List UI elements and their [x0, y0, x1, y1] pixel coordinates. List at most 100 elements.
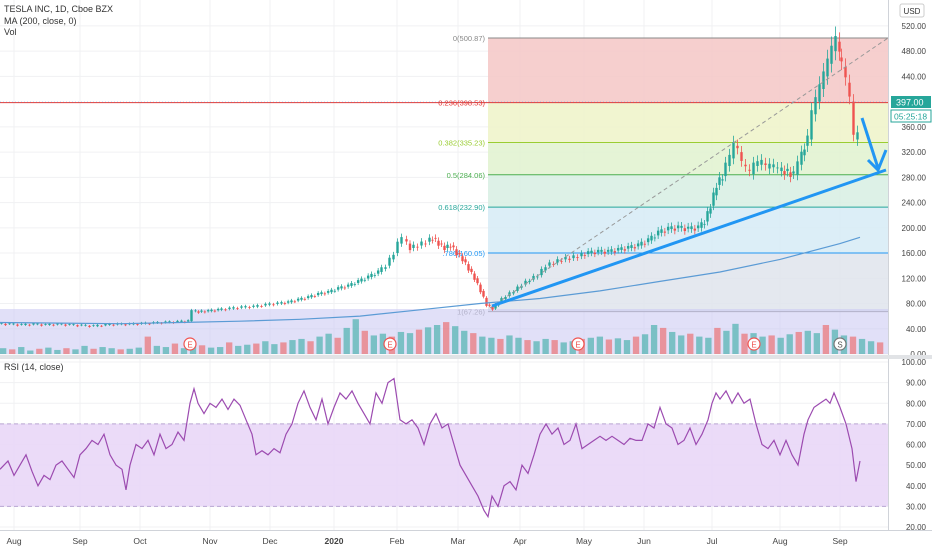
candle-body: [440, 243, 443, 245]
candle-body: [194, 310, 197, 312]
candle-body: [276, 302, 279, 304]
rsi-axis[interactable]: 20.00 30.00 40.00 50.00 60.00 70.00 80.00 90.00…: [902, 358, 927, 532]
candle-body: [424, 243, 427, 245]
split-marker-label: S: [837, 341, 842, 350]
candle-body: [700, 222, 703, 228]
candle-body: [336, 287, 340, 290]
candle-body: [320, 292, 323, 295]
candle-body: [683, 228, 687, 232]
candle-body: [56, 323, 59, 325]
fibonacci-retracement[interactable]: 0(500.87) 0.236(398.53) 0.382(335.23) 0.5(2…: [0, 34, 888, 317]
earnings-marker[interactable]: E: [383, 337, 397, 351]
price-tick-label: 320.00: [902, 148, 927, 157]
time-tick-label: Aug: [6, 536, 21, 546]
currency-badge[interactable]: [899, 3, 925, 18]
time-tick-label: Jun: [637, 536, 651, 546]
split-marker[interactable]: S: [833, 337, 847, 351]
candle-body: [728, 154, 731, 166]
candle-body: [313, 296, 317, 297]
earnings-marker[interactable]: E: [183, 337, 197, 351]
candle-body: [256, 305, 259, 307]
rsi-tick-label: 50.00: [906, 461, 927, 470]
symbol-legend[interactable]: TESLA INC, 1D, Cboe BZX: [4, 4, 113, 14]
earnings-marker[interactable]: E: [747, 337, 761, 351]
rsi-tick-label: 90.00: [906, 379, 927, 388]
fib-zone: [488, 102, 888, 143]
candle-body: [268, 303, 271, 305]
fib-zone: [488, 142, 888, 175]
candle-body: [28, 324, 31, 326]
volume-bar: [867, 341, 875, 354]
candle-body: [437, 240, 440, 246]
price-tick-label: 520.00: [902, 22, 927, 31]
volume-bar: [90, 348, 97, 354]
volume-bar: [461, 330, 468, 354]
rsi-line: [0, 377, 861, 519]
candle-body: [536, 276, 539, 278]
volume-bar: [352, 319, 359, 354]
candle-body: [316, 292, 320, 296]
candle-body: [76, 325, 79, 327]
candle-body: [593, 252, 597, 255]
candle-body: [544, 267, 547, 271]
earnings-marker-label: E: [575, 341, 580, 350]
volume-bar: [343, 327, 350, 354]
earnings-marker[interactable]: E: [571, 337, 585, 351]
candle-body: [780, 167, 783, 172]
candle-body: [333, 290, 337, 292]
candle-body: [443, 245, 446, 251]
volume-bar: [732, 323, 739, 354]
volume-bar: [596, 336, 604, 354]
volume-bar: [325, 333, 332, 354]
trendline-arrow[interactable]: [491, 168, 887, 308]
candle-body: [310, 295, 313, 298]
volume-bar: [479, 336, 486, 354]
price-tick-label: 0.00: [910, 350, 926, 359]
volume-bar: [45, 347, 52, 354]
candle-body: [408, 243, 412, 251]
candle-body: [360, 278, 363, 282]
pane-divider[interactable]: [0, 355, 932, 359]
vol-legend[interactable]: Vol: [4, 27, 17, 37]
candle-body: [508, 292, 511, 296]
countdown-value: 05:25:18: [894, 112, 927, 122]
candle-body: [709, 208, 712, 214]
volume-bar: [687, 333, 694, 354]
fib-level-label: 0.236(398.53): [438, 99, 485, 108]
candle-body: [356, 280, 360, 283]
candle-body: [16, 324, 19, 326]
candle-body: [568, 258, 571, 260]
candle-body: [452, 245, 455, 248]
volume-bar: [696, 336, 703, 354]
candle-body: [353, 284, 357, 286]
projection-arrow[interactable]: [860, 117, 880, 169]
candle-body: [220, 308, 223, 310]
time-tick-label: May: [576, 536, 593, 546]
time-axis[interactable]: Aug Sep Oct Nov Dec 2020 Feb Mar Apr May Jun Jul Aug…: [6, 536, 847, 546]
ma-legend[interactable]: MA (200, close, 0): [4, 16, 77, 26]
price-axis[interactable]: 0.00 40.00 80.00 120.00 160.00 200.00 240.00 28…: [902, 22, 927, 359]
candle-body: [197, 311, 200, 313]
candle-body: [844, 66, 847, 78]
price-tick-label: 40.00: [906, 325, 927, 334]
candle-body: [613, 251, 617, 253]
rsi-tick-label: 80.00: [906, 399, 927, 408]
volume-bar: [777, 337, 784, 354]
candle-body: [564, 256, 567, 260]
price-tick-label: 360.00: [902, 123, 927, 132]
volume-bar: [262, 341, 269, 354]
fib-level-label: 0.5(284.06): [447, 171, 486, 180]
candle-body: [4, 323, 7, 326]
candle-body: [392, 254, 395, 260]
volume-bar: [397, 331, 405, 354]
candle-body: [148, 323, 151, 325]
volume-bar: [99, 347, 106, 354]
fib-level-label: 0(500.87): [453, 34, 486, 43]
rsi-legend[interactable]: RSI (14, close): [4, 362, 64, 372]
candle-body: [500, 298, 503, 303]
price-tick-label: 440.00: [902, 72, 927, 81]
last-price-tag: [891, 96, 931, 108]
candle-body: [623, 249, 627, 251]
candle-body: [20, 324, 23, 325]
